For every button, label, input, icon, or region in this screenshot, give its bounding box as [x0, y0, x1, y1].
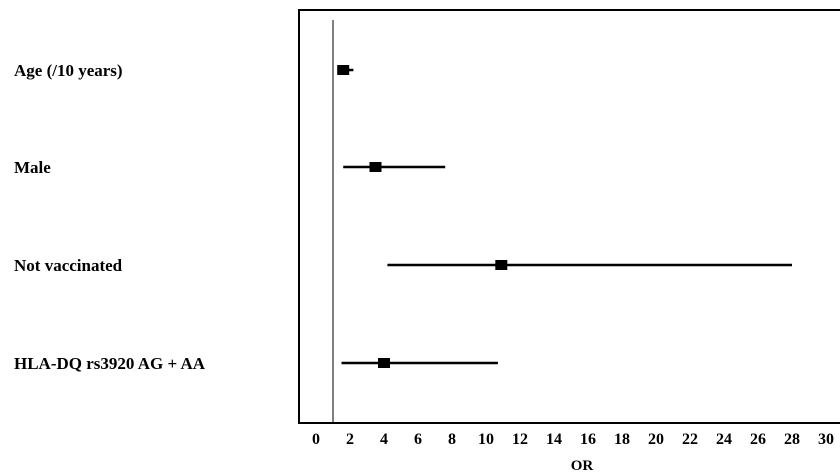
x-axis-label: OR: [571, 458, 594, 473]
x-tick-label: 10: [478, 431, 494, 448]
x-tick-label: 4: [380, 431, 388, 448]
row-label: HLA-DQ rs3920 AG + AA: [14, 354, 206, 373]
x-tick-label: 0: [312, 431, 320, 448]
row-label: Age (/10 years): [14, 61, 123, 80]
plot-frame: [298, 9, 840, 424]
row-label: Male: [14, 158, 51, 177]
or-point: [369, 162, 382, 172]
x-tick-label: 2: [346, 431, 354, 448]
x-tick-label: 26: [750, 431, 766, 448]
or-point: [378, 358, 390, 368]
x-tick-label: 22: [682, 431, 698, 448]
x-tick-label: 30: [818, 431, 834, 448]
x-tick-label: 20: [648, 431, 664, 448]
row-label: Not vaccinated: [14, 256, 123, 275]
or-point: [495, 260, 508, 270]
estimates: [337, 65, 792, 368]
row-labels: Age (/10 years) Male Not vaccinated HLA-DQ …: [14, 61, 206, 373]
x-tick-label: 12: [512, 431, 528, 448]
x-tick-label: 8: [448, 431, 456, 448]
x-axis-ticks: 0 2 4 6 8 10 12 14 16 18 20 22 24 26 28 30: [312, 431, 834, 448]
x-tick-label: 24: [716, 431, 732, 448]
or-point: [337, 65, 350, 75]
x-tick-label: 18: [614, 431, 630, 448]
x-tick-label: 6: [414, 431, 422, 448]
x-tick-label: 28: [784, 431, 800, 448]
x-tick-label: 16: [580, 431, 596, 448]
x-tick-label: 14: [546, 431, 562, 448]
